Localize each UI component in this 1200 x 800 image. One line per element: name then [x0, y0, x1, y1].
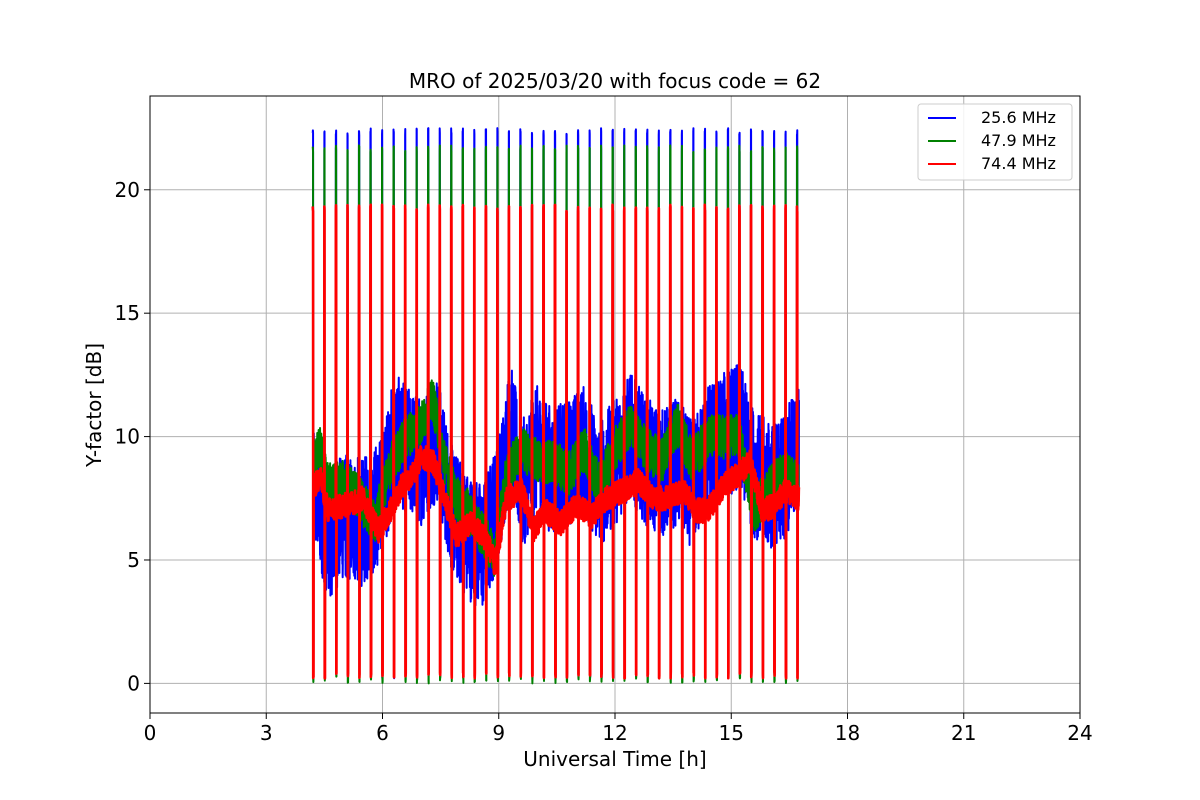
y-tick-label: 15	[115, 301, 140, 325]
x-tick-label: 12	[602, 721, 627, 745]
y-axis-ticks: 0 5 10 15 20	[115, 178, 150, 695]
x-axis-label: Universal Time [h]	[523, 747, 706, 771]
y-tick-label: 0	[127, 671, 140, 695]
x-tick-label: 24	[1067, 721, 1092, 745]
x-tick-label: 6	[376, 721, 389, 745]
x-tick-label: 15	[719, 721, 744, 745]
legend-box	[917, 103, 1073, 181]
y-tick-label: 20	[115, 178, 140, 202]
y-tick-label: 5	[127, 548, 140, 572]
x-tick-label: 18	[835, 721, 860, 745]
x-tick-label: 3	[260, 721, 273, 745]
legend-label: 74.4 MHz	[981, 154, 1056, 173]
legend-label: 47.9 MHz	[981, 131, 1056, 150]
series-line-74-4-mhz	[311, 203, 801, 680]
x-tick-label: 0	[144, 721, 157, 745]
plot-series	[311, 127, 801, 685]
y-tick-label: 10	[115, 425, 140, 449]
x-tick-label: 21	[951, 721, 976, 745]
legend-label: 25.6 MHz	[981, 108, 1056, 127]
x-axis-ticks: 0 3 6 9 12 15 18 21 24	[144, 713, 1093, 745]
x-tick-label: 9	[492, 721, 505, 745]
chart-title: MRO of 2025/03/20 with focus code = 62	[409, 69, 821, 93]
legend: 25.6 MHz 47.9 MHz 74.4 MHz	[917, 103, 1073, 181]
y-axis-label: Y-factor [dB]	[82, 343, 106, 468]
